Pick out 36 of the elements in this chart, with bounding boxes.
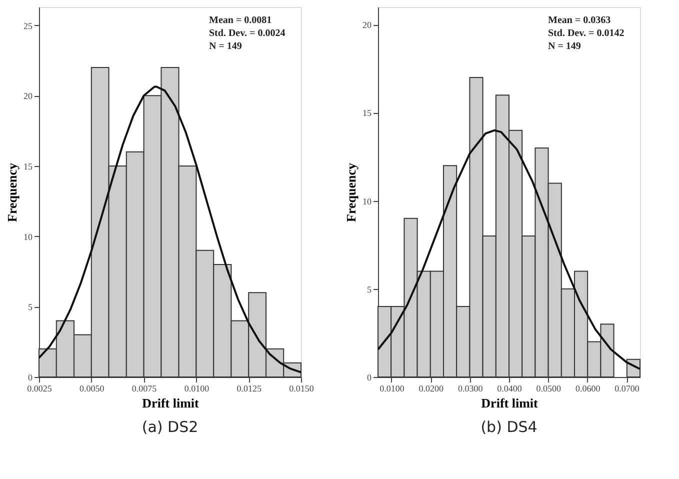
x-tick-label: 0.0400 <box>497 384 522 394</box>
y-tick-label: 10 <box>24 232 33 242</box>
y-tick-label: 20 <box>362 20 372 30</box>
annotation: Std. Dev. = 0.0142 <box>548 28 624 39</box>
x-tick-label: 0.0150 <box>289 384 314 394</box>
x-axis-title: Drift limit <box>142 396 200 410</box>
y-tick-label: 0 <box>367 372 372 382</box>
x-tick-label: 0.0125 <box>236 384 262 394</box>
x-tick-label: 0.0500 <box>536 384 562 394</box>
text: (a) DS2 <box>142 418 198 436</box>
y-tick-label: 25 <box>24 20 33 31</box>
annotation: N = 149 <box>209 41 242 52</box>
annotation: Std. Dev. = 0.0024 <box>209 28 286 39</box>
annotation: N = 149 <box>548 41 581 52</box>
x-tick-label: 0.0050 <box>80 384 105 394</box>
annotation: Mean = 0.0363 <box>548 15 611 26</box>
x-tick-label: 0.0100 <box>380 384 405 394</box>
x-tick-label: 0.0025 <box>27 384 52 394</box>
x-tick-label: 0.0600 <box>575 384 601 394</box>
x-tick-label: 0.0075 <box>132 384 158 394</box>
x-tick-label: 0.0200 <box>418 384 444 394</box>
y-tick-label: 5 <box>367 284 372 294</box>
x-axis-title: Drift limit <box>481 396 539 410</box>
y-axis-title: Frequency <box>344 162 358 222</box>
x-tick-label: 0.0700 <box>614 384 640 394</box>
x-tick-label: 0.0100 <box>184 384 210 394</box>
y-tick-label: 15 <box>24 161 33 172</box>
annotation: Mean = 0.0081 <box>209 15 272 26</box>
x-tick-label: 0.0300 <box>458 384 484 394</box>
y-axis-title: Frequency <box>4 162 20 222</box>
text: (b) DS4 <box>480 418 538 436</box>
y-tick-label: 20 <box>24 91 33 102</box>
y-tick-label: 0 <box>28 372 33 382</box>
y-tick-label: 10 <box>362 196 372 206</box>
y-tick-label: 5 <box>28 302 33 312</box>
y-tick-label: 15 <box>362 108 372 118</box>
